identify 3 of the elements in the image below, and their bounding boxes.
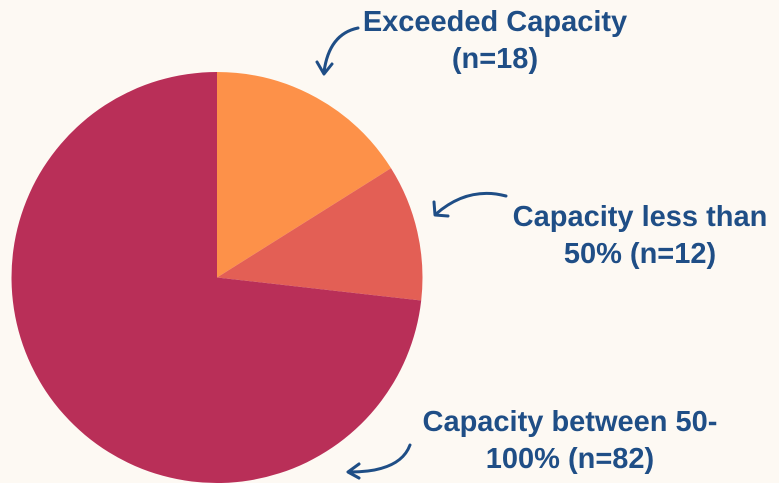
slice-label: Capacity less than 50% (n=12): [512, 200, 768, 272]
slice-label: Capacity between 50-100% (n=82): [422, 405, 718, 477]
slice-label: Exceeded Capacity (n=18): [362, 5, 628, 77]
